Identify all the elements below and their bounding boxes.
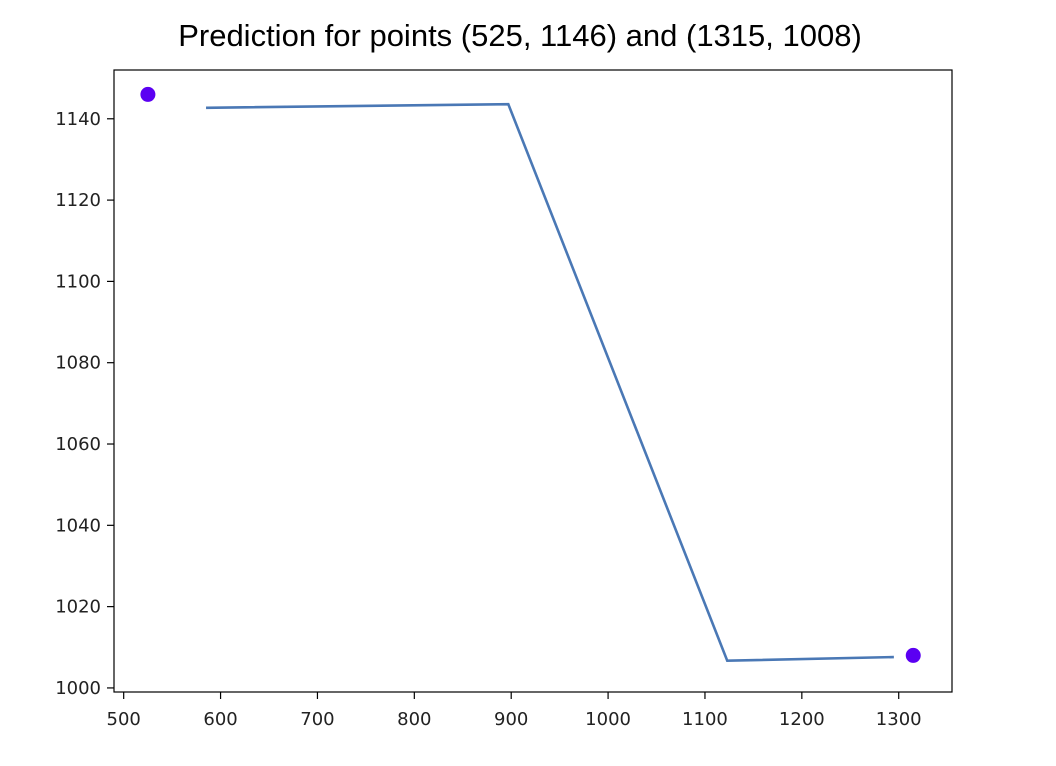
y-tick-label: 1120 xyxy=(55,190,101,211)
y-tick-label: 1060 xyxy=(55,434,101,455)
y-tick-label: 1020 xyxy=(55,597,101,618)
y-tick-label: 1040 xyxy=(55,515,101,536)
x-tick-label: 1200 xyxy=(779,709,825,730)
x-tick-label: 700 xyxy=(300,709,334,730)
y-tick-label: 1140 xyxy=(55,109,101,130)
x-tick-label: 500 xyxy=(107,709,141,730)
series-layer xyxy=(140,86,921,663)
prediction-line xyxy=(206,102,894,663)
y-tick-label: 1100 xyxy=(55,271,101,292)
x-tick-label: 800 xyxy=(397,709,431,730)
x-tick-label: 1100 xyxy=(682,709,728,730)
x-tick-label: 900 xyxy=(494,709,528,730)
chart-title: Prediction for points (525, 1146) and (1… xyxy=(178,18,862,53)
y-tick-label: 1000 xyxy=(55,678,101,699)
ticks-layer: 500 600 700 800 900 1000 1100 1200 1300 1000 1020 1… xyxy=(55,109,921,730)
x-tick-label: 1000 xyxy=(585,709,631,730)
scatter-point xyxy=(140,86,156,102)
x-tick-label: 1300 xyxy=(876,709,922,730)
scatter-point xyxy=(905,647,921,663)
x-tick-label: 600 xyxy=(203,709,237,730)
axes-frame xyxy=(113,69,953,693)
y-tick-label: 1080 xyxy=(55,353,101,374)
